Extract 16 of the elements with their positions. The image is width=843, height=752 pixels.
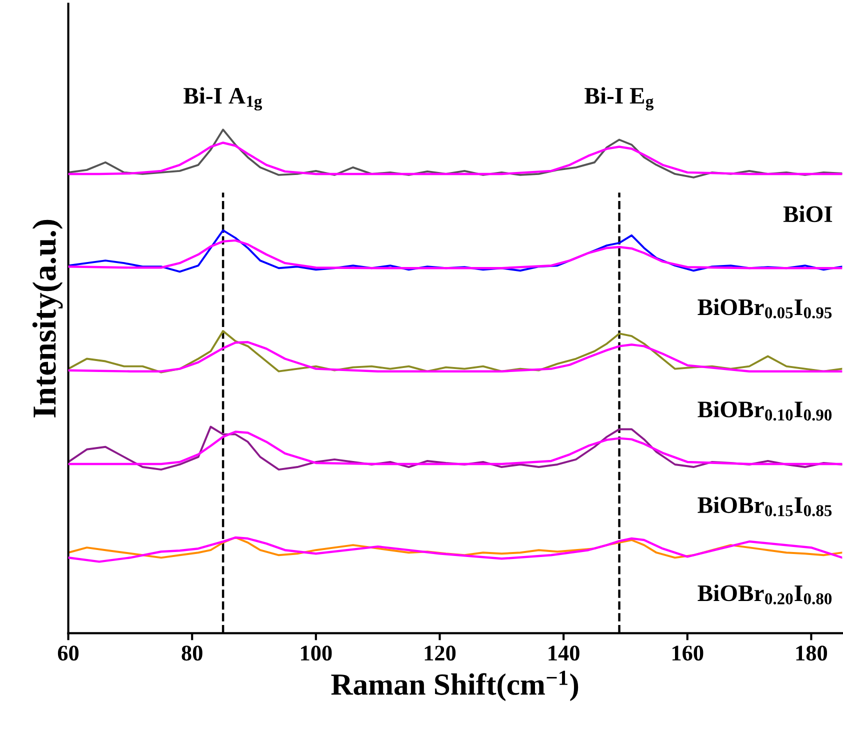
series-label: BiOBr$_{0.15}$I$_{0.85}$ <box>698 496 832 516</box>
x-tick-label: 160 <box>672 646 704 661</box>
x-tick-label: 80 <box>182 646 202 661</box>
x-tick-label: 120 <box>424 646 456 661</box>
text: Bi-I A$_{1g}$ <box>184 87 262 110</box>
series-label: BiOBr$_{0.05}$I$_{0.95}$ <box>698 298 832 318</box>
y-axis-title: Intensity(a.u.) <box>32 220 63 418</box>
series-label: BiOBr$_{0.20}$I$_{0.80}$ <box>698 584 832 604</box>
text: Bi-I E$_{g}$ <box>584 87 654 110</box>
series-label: BiOBr$_{0.10}$I$_{0.90}$ <box>698 400 832 421</box>
series-label: BiOI <box>783 206 832 222</box>
x-tick-label: 140 <box>548 646 580 661</box>
x-tick-label: 180 <box>796 646 828 661</box>
x-tick-label: 100 <box>301 646 332 661</box>
x-axis-title: Raman Shift(cm$^{−1}$) <box>331 670 578 702</box>
x-tick-label: 60 <box>58 646 79 661</box>
